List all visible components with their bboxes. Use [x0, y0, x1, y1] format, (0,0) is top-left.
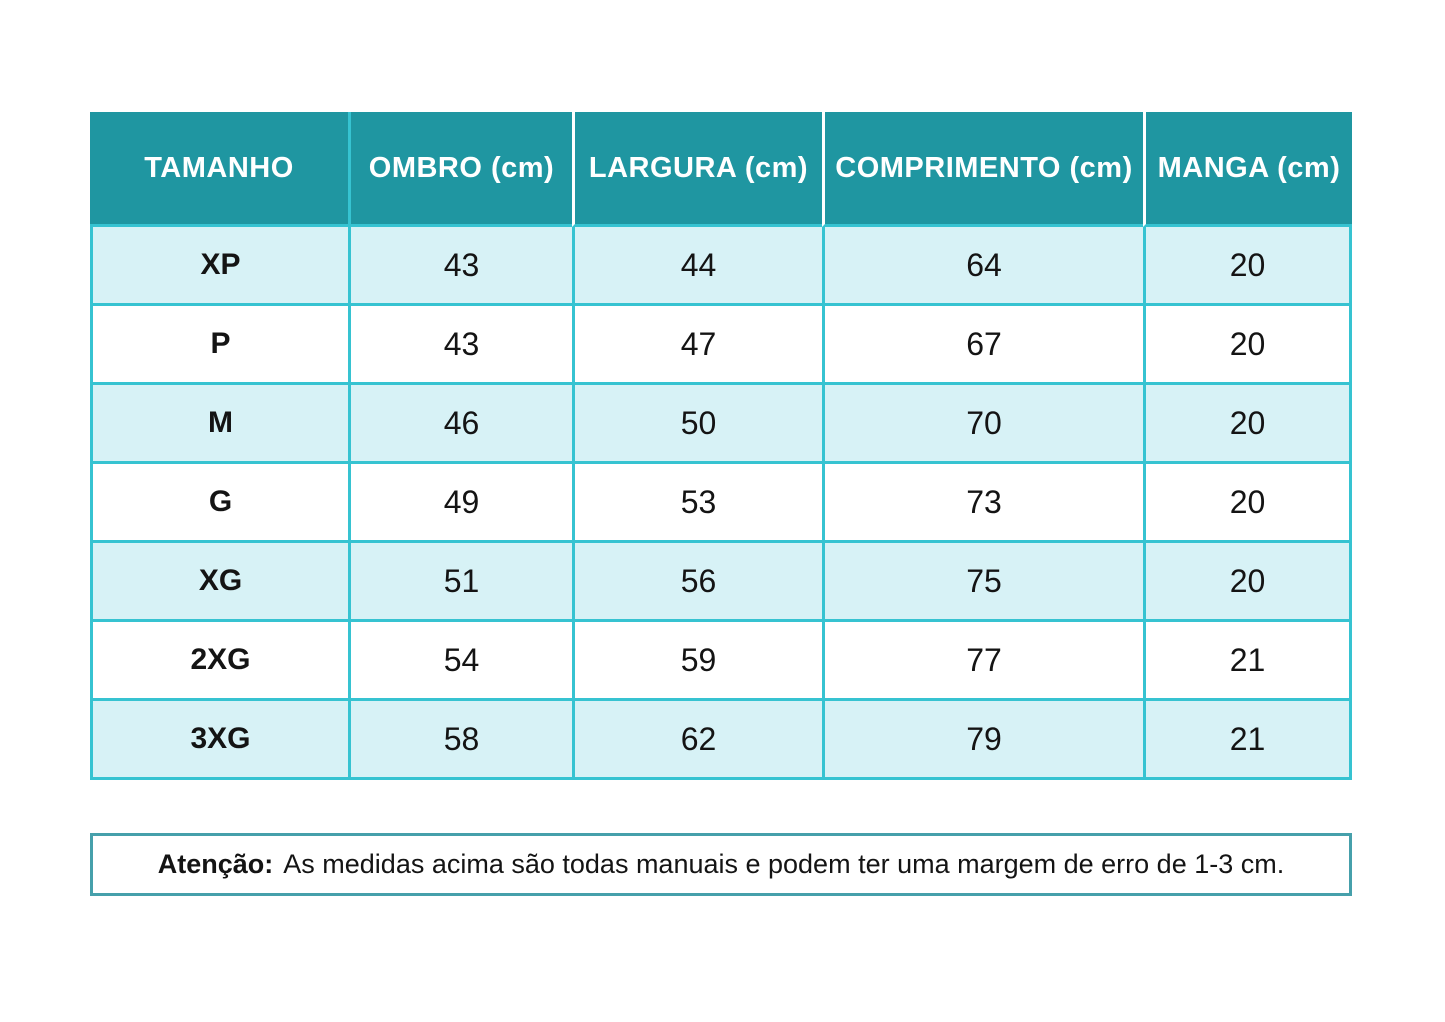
measure-value-cell: 75 [822, 543, 1143, 622]
table-row: M 46 50 70 20 [90, 385, 1352, 464]
size-label-cell: 3XG [90, 701, 348, 780]
size-label-cell: XG [90, 543, 348, 622]
measure-value-cell: 64 [822, 227, 1143, 306]
measure-value-cell: 58 [348, 701, 572, 780]
measure-value-cell: 20 [1143, 464, 1352, 543]
measure-value-cell: 54 [348, 622, 572, 701]
table-row: XP 43 44 64 20 [90, 227, 1352, 306]
measure-value-cell: 59 [572, 622, 822, 701]
measure-value-cell: 70 [822, 385, 1143, 464]
note-label: Atenção: [157, 848, 274, 879]
size-label-cell: M [90, 385, 348, 464]
size-label-cell: P [90, 306, 348, 385]
measure-value-cell: 43 [348, 306, 572, 385]
column-header-ombro: OMBRO (cm) [348, 112, 572, 227]
measure-value-cell: 20 [1143, 385, 1352, 464]
column-header-manga: MANGA (cm) [1143, 112, 1352, 227]
table-body: XP 43 44 64 20 P 43 47 67 20 M 46 50 70 20 G 49 53 73 20 XG 5… [90, 227, 1352, 780]
measure-value-cell: 20 [1143, 306, 1352, 385]
measure-value-cell: 79 [822, 701, 1143, 780]
measure-value-cell: 20 [1143, 227, 1352, 306]
measure-value-cell: 21 [1143, 622, 1352, 701]
measure-value-cell: 73 [822, 464, 1143, 543]
size-chart-table: TAMANHO OMBRO (cm) LARGURA (cm) COMPRIME… [90, 112, 1352, 780]
measure-value-cell: 67 [822, 306, 1143, 385]
table-row: 3XG 58 62 79 21 [90, 701, 1352, 780]
note-text: As medidas acima são todas manuais e pod… [283, 848, 1285, 879]
column-header-largura: LARGURA (cm) [572, 112, 822, 227]
size-label-cell: G [90, 464, 348, 543]
measure-value-cell: 43 [348, 227, 572, 306]
table-row: G 49 53 73 20 [90, 464, 1352, 543]
column-header-tamanho: TAMANHO [90, 112, 348, 227]
table-row: 2XG 54 59 77 21 [90, 622, 1352, 701]
measure-value-cell: 77 [822, 622, 1143, 701]
measure-value-cell: 21 [1143, 701, 1352, 780]
measure-value-cell: 51 [348, 543, 572, 622]
table-row: P 43 47 67 20 [90, 306, 1352, 385]
measure-value-cell: 49 [348, 464, 572, 543]
measure-value-cell: 47 [572, 306, 822, 385]
note-box: Atenção: As medidas acima são todas manua… [90, 833, 1352, 896]
header-row: TAMANHO OMBRO (cm) LARGURA (cm) COMPRIME… [90, 112, 1352, 227]
measure-value-cell: 46 [348, 385, 572, 464]
measure-value-cell: 62 [572, 701, 822, 780]
measure-value-cell: 53 [572, 464, 822, 543]
table-row: XG 51 56 75 20 [90, 543, 1352, 622]
size-label-cell: XP [90, 227, 348, 306]
table-header: TAMANHO OMBRO (cm) LARGURA (cm) COMPRIME… [90, 112, 1352, 227]
size-label-cell: 2XG [90, 622, 348, 701]
column-header-comprimento: COMPRIMENTO (cm) [822, 112, 1143, 227]
measure-value-cell: 20 [1143, 543, 1352, 622]
measure-value-cell: 56 [572, 543, 822, 622]
measure-value-cell: 44 [572, 227, 822, 306]
measure-value-cell: 50 [572, 385, 822, 464]
